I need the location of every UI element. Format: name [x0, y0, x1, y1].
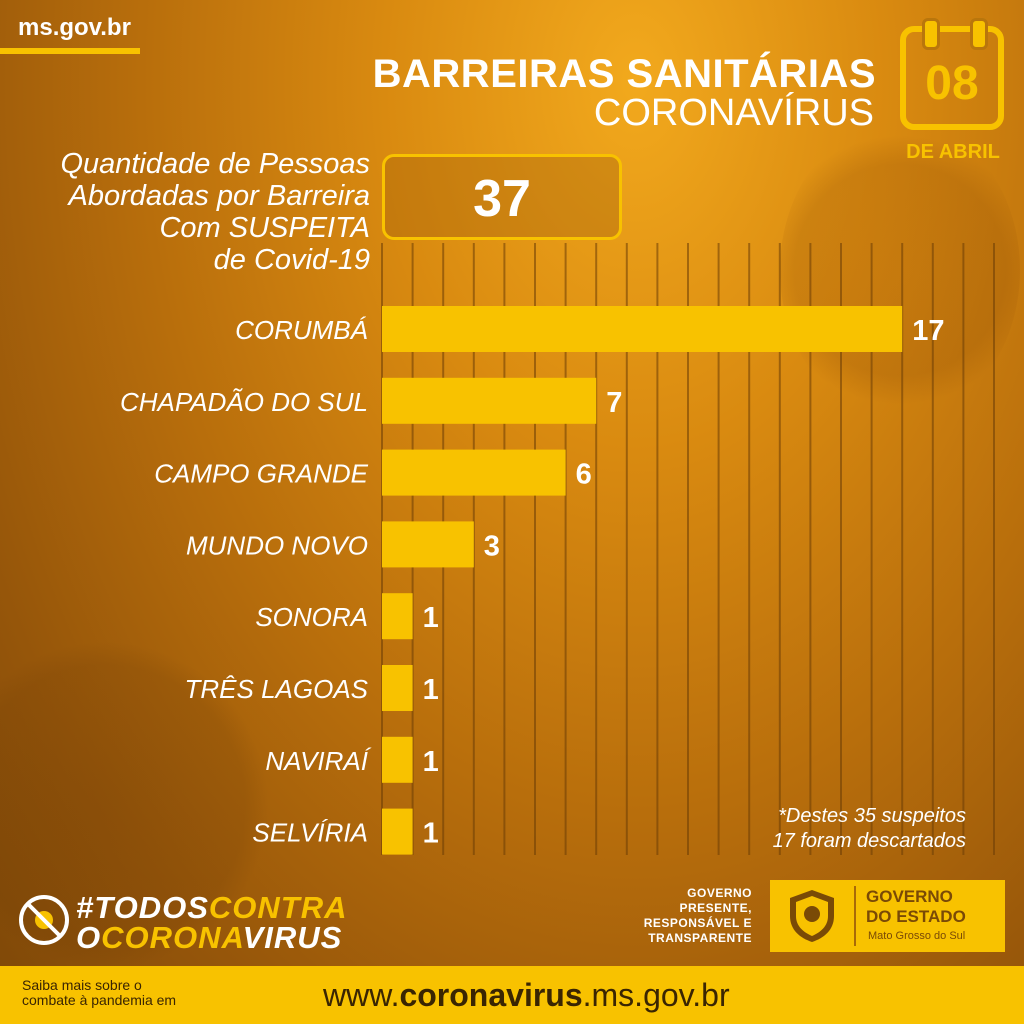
government-state: Mato Grosso do Sul	[868, 930, 966, 942]
question-line: Abordadas por Barreira	[68, 180, 370, 212]
footer-bar: Saiba mais sobre o combate à pandemia em…	[0, 966, 1024, 1024]
logo-divider	[854, 886, 856, 946]
hashtag-line-1: #TODOSCONTRA	[76, 890, 348, 925]
page-title: BARREIRAS SANITÁRIAS	[372, 52, 876, 96]
bar	[382, 593, 413, 640]
bar	[382, 521, 474, 568]
footnote: *Destes 35 suspeitos 17 foram descartado…	[773, 804, 966, 854]
hashtag-line-2: OCORONAVIRUS	[76, 920, 343, 955]
value-label: 1	[423, 818, 439, 850]
value-label: 17	[912, 315, 944, 347]
category-label: CAMPO GRANDE	[154, 459, 368, 489]
category-label: NAVIRAÍ	[265, 746, 371, 776]
category-label: MUNDO NOVO	[186, 530, 368, 560]
category-label: TRÊS LAGOAS	[185, 674, 369, 704]
bar	[382, 449, 566, 496]
question-line: de Covid-19	[213, 244, 370, 276]
category-label: CHAPADÃO DO SUL	[120, 387, 368, 417]
calendar-month: DE ABRIL	[906, 141, 1000, 163]
page-subtitle: CORONAVÍRUS	[593, 92, 874, 134]
government-logo[interactable]: GOVERNO DO ESTADO Mato Grosso do Sul	[770, 880, 1005, 952]
coat-of-arms-icon	[790, 890, 834, 942]
calendar-ring	[922, 18, 940, 50]
virus-illustration	[780, 120, 1020, 420]
question-line: Quantidade de Pessoas	[60, 148, 370, 180]
calendar-icon: 08	[900, 18, 1004, 130]
bar	[382, 808, 413, 855]
value-label: 1	[423, 746, 439, 778]
calendar-ring	[970, 18, 988, 50]
gov-slogan: GOVERNO PRESENTE, RESPONSÁVEL E TRANSPAR…	[643, 886, 752, 945]
bar	[382, 665, 413, 711]
footer-text: Saiba mais sobre o combate à pandemia em	[22, 977, 177, 1008]
logo-underline	[0, 48, 140, 54]
no-virus-icon	[19, 895, 69, 945]
bar	[382, 736, 413, 783]
value-label: 7	[606, 387, 622, 419]
category-label: SELVÍRIA	[252, 818, 368, 848]
value-label: 3	[484, 530, 500, 562]
total-value: 37	[473, 170, 531, 228]
footnote-line: *Destes 35 suspeitos	[778, 805, 966, 827]
footnote-line: 17 foram descartados	[772, 830, 966, 852]
hashtag: #TODOSCONTRA OCORONAVIRUS	[76, 890, 348, 955]
footer-link[interactable]: www.coronavirus.ms.gov.br	[323, 977, 730, 1013]
value-label: 1	[423, 674, 439, 706]
calendar-day: 08	[925, 57, 979, 110]
value-label: 1	[423, 602, 439, 634]
bar	[382, 306, 903, 352]
site-logo[interactable]: ms.gov.br	[18, 14, 131, 41]
category-label: CORUMBÁ	[235, 315, 368, 345]
chart-question: Quantidade de Pessoas Abordadas por Barr…	[10, 148, 370, 276]
government-name: GOVERNO DO ESTADO	[866, 887, 966, 926]
bar	[382, 377, 597, 424]
total-box: 37	[382, 154, 622, 240]
question-line: Com SUSPEITA	[159, 212, 370, 244]
category-label: SONORA	[255, 602, 368, 632]
value-label: 6	[576, 459, 592, 491]
